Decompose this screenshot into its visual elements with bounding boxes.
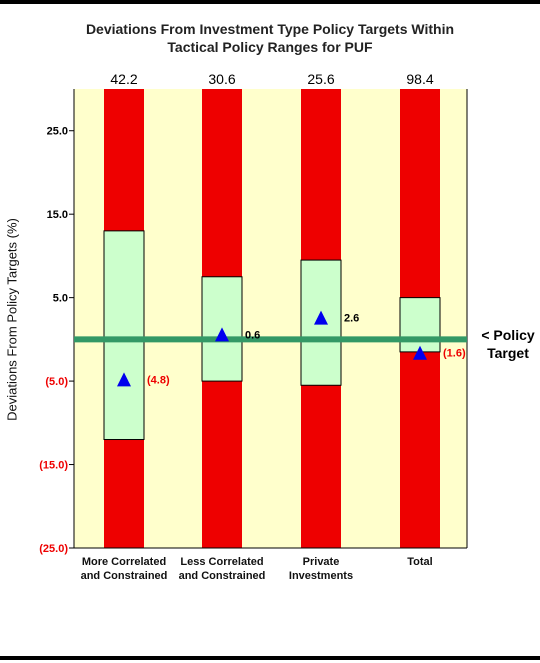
y-tick-label: (15.0): [39, 460, 68, 472]
y-tick-label: 5.0: [53, 293, 68, 305]
current-value-marker: [413, 345, 427, 360]
current-value-label: (4.8): [147, 374, 170, 386]
y-tick-label: (25.0): [39, 543, 68, 555]
top-rule: [0, 0, 540, 4]
range-total-label: 42.2: [110, 71, 137, 87]
current-value-marker: [117, 372, 131, 387]
current-value-label: 0.6: [245, 329, 260, 341]
y-tick-label: 25.0: [47, 126, 68, 138]
range-bar-within: [399, 297, 441, 353]
chart-title-line-2: Tactical Policy Ranges for PUF: [167, 39, 373, 55]
range-total-label: 25.6: [307, 71, 334, 87]
category-label: Investments: [289, 570, 353, 582]
policy-target-line: [74, 336, 467, 343]
range-total-label: 30.6: [208, 71, 235, 87]
category-label: and Constrained: [81, 570, 168, 582]
current-value-label: 2.6: [344, 313, 359, 325]
bottom-rule: [0, 656, 540, 660]
category-label: Total: [407, 556, 432, 568]
category-label: Private: [303, 556, 340, 568]
y-tick-label: 15.0: [47, 209, 68, 221]
current-value-label: (1.6): [443, 348, 466, 360]
current-value-marker: [215, 327, 229, 342]
y-tick-label: (5.0): [45, 376, 68, 388]
category-label: Less Correlated: [180, 556, 263, 568]
current-value-marker: [314, 310, 328, 325]
range-bar-within: [103, 230, 145, 441]
policy-target-note-line-2: Target: [487, 345, 529, 361]
range-total-label: 98.4: [406, 71, 433, 87]
category-label: and Constrained: [179, 570, 266, 582]
policy-target-note: < Policy Target: [478, 326, 538, 362]
policy-target-note-line-1: < Policy: [481, 327, 535, 343]
chart-title-line-1: Deviations From Investment Type Policy T…: [85, 21, 455, 37]
category-label: More Correlated: [82, 556, 166, 568]
